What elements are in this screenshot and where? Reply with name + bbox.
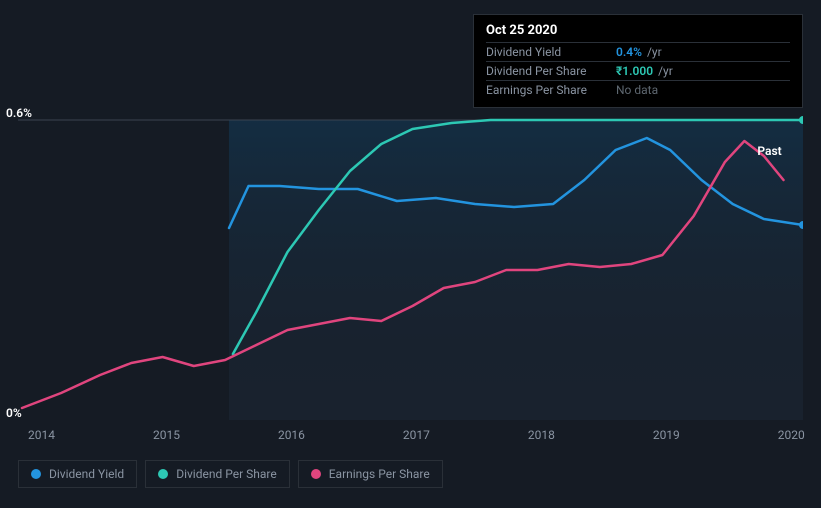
x-tick-label: 2019	[653, 428, 680, 442]
legend-swatch	[311, 469, 321, 479]
chart-tooltip: Oct 25 2020 Dividend Yield0.4% /yrDivide…	[473, 14, 803, 108]
legend-item[interactable]: Dividend Per Share	[145, 460, 290, 488]
legend-swatch	[31, 469, 41, 479]
legend-item[interactable]: Earnings Per Share	[298, 460, 443, 488]
legend-swatch	[158, 469, 168, 479]
y-axis-max-label: 0.6%	[6, 106, 32, 120]
legend-label: Earnings Per Share	[329, 467, 430, 481]
tooltip-row-label: Earnings Per Share	[486, 83, 616, 97]
tooltip-row-value: 0.4% /yr	[616, 45, 662, 59]
legend-label: Dividend Yield	[49, 467, 124, 481]
past-marker-label: Past	[757, 144, 781, 158]
legend-item[interactable]: Dividend Yield	[18, 460, 137, 488]
tooltip-row: Dividend Per Share₹1.000 /yr	[486, 61, 790, 80]
tooltip-row: Dividend Yield0.4% /yr	[486, 42, 790, 61]
tooltip-row-label: Dividend Per Share	[486, 64, 616, 78]
x-tick-label: 2014	[28, 428, 55, 442]
tooltip-row-label: Dividend Yield	[486, 45, 616, 59]
x-tick-label: 2017	[403, 428, 430, 442]
tooltip-date: Oct 25 2020	[486, 23, 790, 38]
legend: Dividend Yield Dividend Per Share Earnings…	[18, 460, 443, 488]
tooltip-row: Earnings Per ShareNo data	[486, 80, 790, 99]
x-tick-label: 2015	[153, 428, 180, 442]
x-tick-label: 2016	[278, 428, 305, 442]
y-axis-min-label: 0%	[6, 406, 22, 420]
tooltip-row-value: ₹1.000 /yr	[616, 64, 673, 78]
x-tick-label: 2020	[778, 428, 805, 442]
legend-label: Dividend Per Share	[176, 467, 277, 481]
tooltip-row-value: No data	[616, 83, 658, 97]
x-tick-label: 2018	[528, 428, 555, 442]
